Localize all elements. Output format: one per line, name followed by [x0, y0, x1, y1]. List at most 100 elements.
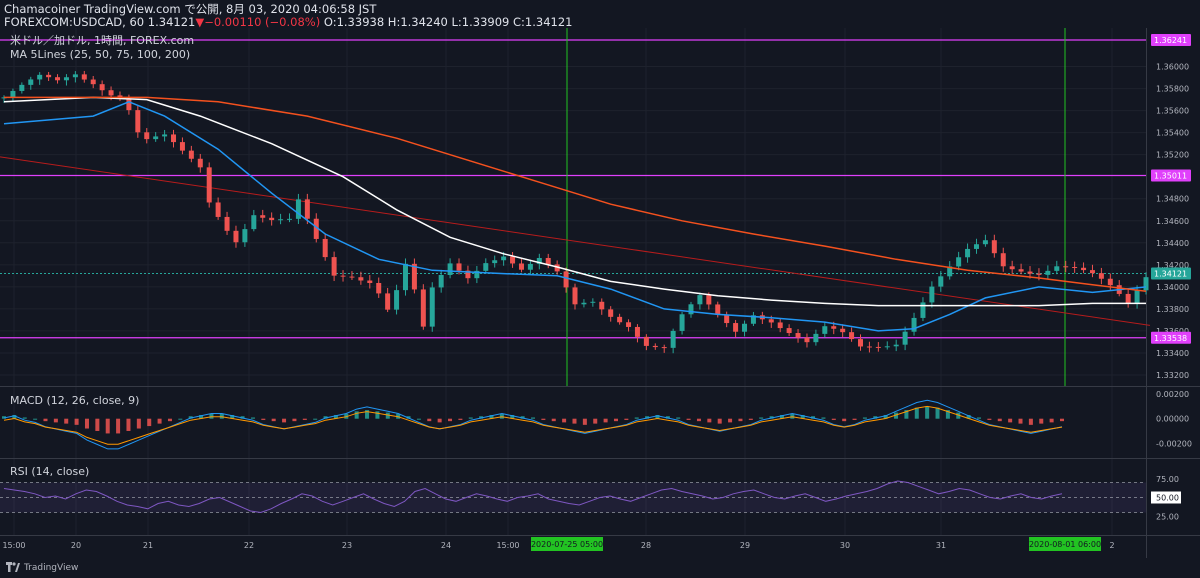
- last-price-label: 1.34121: [1154, 270, 1187, 279]
- price-tick-label: 1.34400: [1156, 239, 1189, 248]
- chart-canvas[interactable]: 1.36000 1.35800 1.35600 1.35400 1.35200 1.348…: [0, 0, 1200, 558]
- macd-histogram-bar: [987, 418, 992, 420]
- candle-body: [822, 326, 828, 334]
- candle-body: [349, 276, 355, 278]
- time-axis[interactable]: 15:00 20 21 22 23 24 15:00 28 29 30 31 2 2020-07-25 …: [2, 537, 1115, 551]
- macd-line: [3, 399, 1063, 450]
- macd-histogram-bar: [105, 418, 110, 434]
- macd-histogram-bar: [624, 418, 629, 420]
- macd-histogram-bar: [302, 418, 307, 420]
- macd-histogram-bar: [645, 416, 650, 419]
- macd-histogram-bar: [728, 418, 733, 423]
- macd-histogram-bar: [551, 418, 556, 422]
- macd-histogram-bar: [375, 411, 380, 419]
- time-tick-label: 15:00: [2, 541, 25, 550]
- price-level-tag: [1151, 169, 1191, 182]
- macd-histogram-bar: [385, 412, 390, 419]
- candle-body: [1134, 290, 1140, 304]
- macd-histogram-bar: [520, 416, 525, 419]
- macd-tick-label: 0.00200: [1156, 390, 1189, 399]
- macd-histogram-bar: [250, 417, 255, 419]
- time-tick-label: 29: [740, 541, 750, 550]
- macd-histogram-bar: [738, 418, 743, 422]
- candle-body: [866, 346, 872, 348]
- candle-body: [1018, 269, 1024, 272]
- candle-body: [929, 286, 935, 303]
- macd-histogram-bar: [74, 418, 79, 425]
- macd-histogram-bar: [811, 416, 816, 419]
- candle-body: [510, 256, 516, 264]
- trendline: [0, 156, 1151, 326]
- candle-body: [786, 328, 792, 334]
- time-tick-label: 2: [1109, 541, 1114, 550]
- macd-histogram-bar: [603, 418, 608, 423]
- candle-body: [1063, 266, 1069, 268]
- candle-body: [465, 270, 471, 279]
- candle-body: [269, 217, 275, 221]
- candle-body: [982, 240, 988, 245]
- macd-histogram-bar: [966, 415, 971, 419]
- candle-body: [215, 202, 221, 217]
- change-text: −0.00110 (−0.08%): [204, 15, 321, 29]
- candle-body: [287, 218, 292, 220]
- macd-histogram-bar: [489, 415, 494, 419]
- candle-body: [617, 316, 623, 323]
- candle-body: [179, 142, 185, 151]
- macd-histogram-bar: [416, 418, 421, 420]
- time-tick-label: 22: [244, 541, 254, 550]
- price-tick-label: 1.33200: [1156, 371, 1189, 380]
- price-tick-label: 1.34200: [1156, 261, 1189, 270]
- macd-histogram-bar: [831, 418, 836, 420]
- macd-histogram-bar: [53, 418, 58, 423]
- candle-body: [1009, 266, 1015, 270]
- chart-header: Chamacoiner TradingView.com で公開, 8月 03, …: [4, 3, 572, 29]
- candle-body: [394, 290, 400, 310]
- candle-body: [1072, 266, 1078, 268]
- rsi-tick-label: 75.00: [1156, 475, 1179, 484]
- candle-body: [304, 199, 310, 219]
- candle-body: [742, 323, 748, 332]
- macd-histogram-bar: [167, 418, 172, 422]
- macd-histogram-bar: [894, 412, 899, 419]
- candle-body: [715, 304, 721, 315]
- last-price-tag: [1151, 267, 1191, 280]
- macd-histogram-bar: [427, 418, 432, 422]
- candle-body: [536, 257, 542, 264]
- macd-histogram-bar: [821, 417, 826, 419]
- macd-tick-label: -0.00200: [1156, 439, 1192, 448]
- macd-histogram-bar: [582, 418, 587, 425]
- candle-body: [1081, 267, 1087, 271]
- candle-body: [804, 337, 810, 343]
- macd-histogram-bar: [759, 417, 764, 419]
- candle-body: [37, 74, 43, 80]
- macd-histogram-bar: [852, 418, 857, 420]
- candle-body: [831, 326, 837, 329]
- price-tick-label: 1.34600: [1156, 217, 1189, 226]
- candle-body: [126, 98, 132, 111]
- candle-body: [420, 289, 426, 327]
- macd-histogram-bar: [33, 418, 38, 420]
- macd-histogram-bar: [914, 407, 919, 419]
- candle-body: [893, 344, 899, 347]
- candle-body: [358, 277, 364, 281]
- candle-body: [260, 215, 266, 218]
- last-price-text: 1.34121: [147, 15, 196, 29]
- macd-histogram-bar: [1028, 418, 1033, 425]
- macd-histogram-bar: [572, 418, 577, 424]
- candle-body: [10, 90, 16, 98]
- time-tick-label: 21: [143, 541, 153, 550]
- time-tick-label: 30: [840, 541, 850, 550]
- symbol-label: FOREXCOM:USDCAD, 60: [4, 15, 145, 29]
- candle-body: [233, 230, 239, 243]
- macd-histogram-bar: [800, 415, 805, 419]
- candle-body: [55, 77, 61, 81]
- vertical-marker-tag: [1029, 537, 1101, 551]
- price-axis[interactable]: 1.36000 1.35800 1.35600 1.35400 1.35200 1.348…: [1151, 34, 1192, 521]
- candle-body: [153, 136, 159, 140]
- macd-histogram-bar: [292, 418, 297, 422]
- candle-body: [197, 158, 203, 168]
- macd-signal-line: [3, 405, 1063, 445]
- candle-body: [278, 219, 284, 221]
- macd-histogram-bar: [1018, 418, 1023, 424]
- candle-body: [518, 263, 524, 270]
